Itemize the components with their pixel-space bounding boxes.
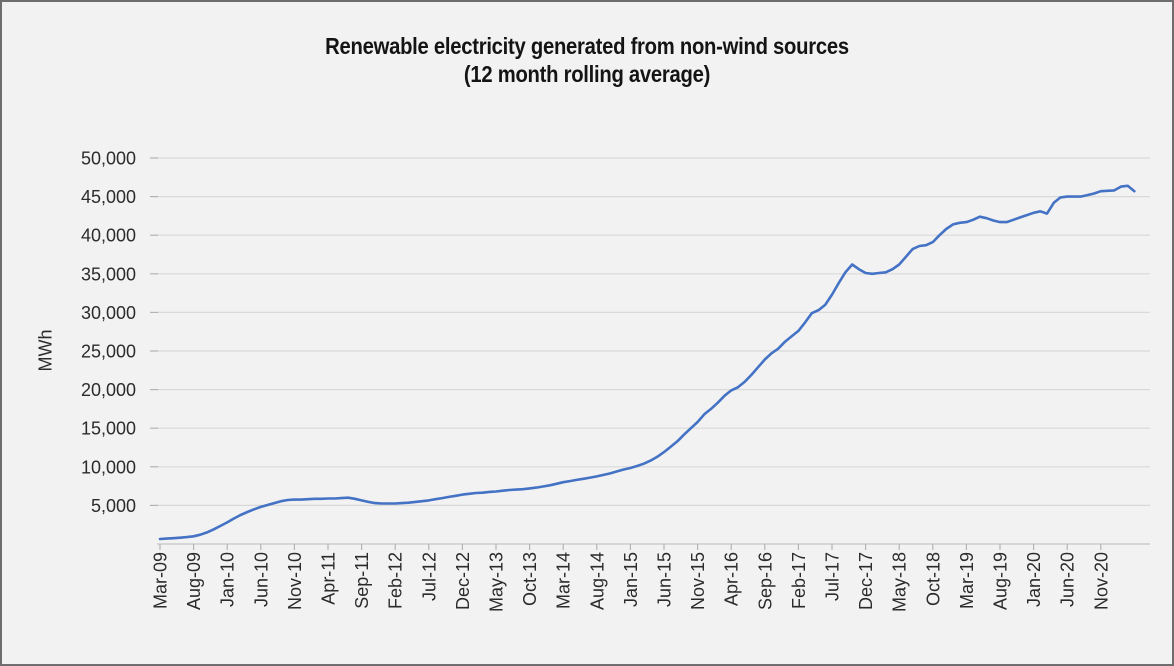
y-tick-label: 45,000 (81, 187, 136, 207)
axis-ticks (150, 157, 1102, 550)
series-group (158, 184, 1136, 541)
x-tick-label: Aug-09 (184, 552, 204, 610)
x-tick-label: Dec-12 (453, 552, 473, 610)
chart-title-line2: (12 month rolling average) (463, 61, 711, 87)
y-tick-label: 50,000 (81, 149, 136, 169)
y-tick-label: 25,000 (81, 342, 136, 362)
x-tick-label: Sep-11 (352, 552, 372, 609)
x-tick-label: Nov-20 (1091, 552, 1111, 610)
x-tick-label: Jan-10 (218, 552, 238, 607)
x-tick-label: Mar-09 (151, 552, 171, 609)
y-tick-label: 15,000 (81, 419, 136, 439)
y-tick-label: 10,000 (81, 457, 136, 477)
x-tick-label: Jul-17 (823, 552, 843, 601)
x-tick-label: Jan-15 (621, 552, 641, 607)
axis-labels: 5,000 10,000 15,000 20,000 25,000 30,000 35,00… (81, 149, 1111, 613)
x-tick-label: Apr-11 (319, 552, 339, 605)
data-series-line (158, 184, 1136, 541)
x-tick-label: Jun-10 (251, 552, 271, 607)
chart-title-line1: Renewable electricity generated from non… (325, 33, 849, 59)
x-tick-label: Jun-20 (1058, 552, 1078, 607)
x-tick-label: May-13 (487, 552, 507, 612)
x-tick-label: May-18 (890, 552, 910, 612)
x-tick-label: Jul-12 (419, 552, 439, 601)
x-tick-label: Nov-15 (688, 552, 708, 610)
y-tick-label: 40,000 (81, 226, 136, 246)
x-tick-label: Mar-19 (957, 552, 977, 609)
x-tick-label: Mar-14 (554, 552, 574, 609)
x-tick-label: Apr-16 (722, 552, 742, 606)
x-tick-label: Feb-12 (386, 552, 406, 609)
gridlines (157, 157, 1150, 545)
x-tick-label: Jan-20 (1024, 552, 1044, 607)
x-tick-label: Jun-15 (655, 552, 675, 607)
x-tick-label: Aug-14 (587, 552, 607, 610)
x-tick-label: Dec-17 (856, 552, 876, 610)
x-tick-label: Feb-17 (789, 552, 809, 609)
y-tick-label: 30,000 (81, 303, 136, 323)
x-tick-label: Aug-19 (991, 552, 1011, 610)
x-tick-label: Sep-16 (755, 552, 775, 610)
y-tick-label: 35,000 (81, 264, 136, 284)
chart-title: Renewable electricity generated from non… (72, 32, 1102, 88)
y-tick-label: 20,000 (81, 380, 136, 400)
x-tick-label: Oct-13 (520, 552, 540, 606)
x-tick-label: Oct-18 (923, 552, 943, 606)
x-tick-label: Nov-10 (285, 552, 305, 610)
y-tick-label: 5,000 (91, 496, 136, 516)
